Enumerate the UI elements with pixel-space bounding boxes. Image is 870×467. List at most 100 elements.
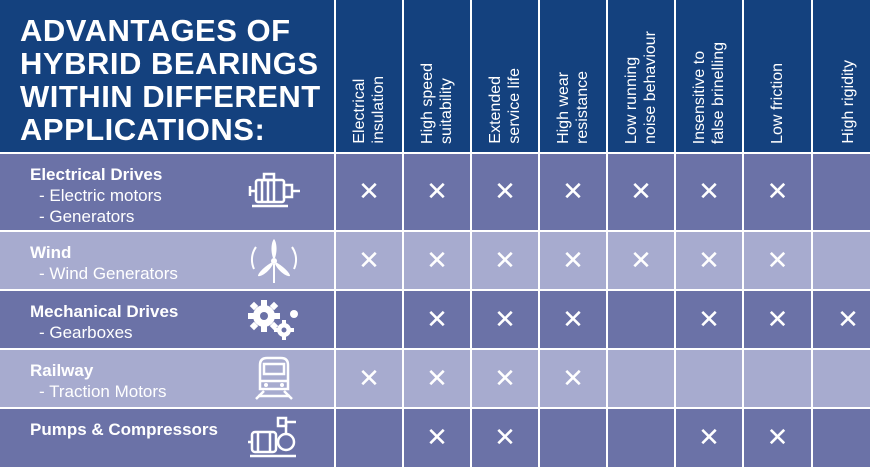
table-cell: ✕: [608, 232, 674, 289]
column-header-low-noise: Low running noise behaviour: [608, 0, 674, 152]
column-header-high-wear-resistance: High wear resistance: [540, 0, 606, 152]
column-header-electrical-insulation: Electrical insulation: [336, 0, 402, 152]
check-mark: ✕: [837, 304, 859, 335]
check-mark: ✕: [494, 423, 516, 453]
check-mark: ✕: [562, 363, 584, 394]
application-name: Railway: [30, 361, 94, 380]
application-sub: - Generators: [39, 207, 135, 226]
column-header-label: Insensitive to false brinelling: [691, 41, 727, 144]
table-cell: ✕: [404, 291, 470, 348]
check-mark: ✕: [698, 304, 720, 335]
table-cell: ✕: [472, 291, 538, 348]
application-sub: - Gearboxes: [39, 323, 133, 342]
check-mark: ✕: [630, 245, 652, 276]
table-cell: [813, 350, 870, 407]
application-name: Mechanical Drives: [30, 302, 179, 321]
column-header-low-friction: Low friction: [744, 0, 811, 152]
table-cell: [336, 291, 402, 348]
table-cell: ✕: [540, 350, 606, 407]
application-sub: - Traction Motors: [39, 382, 167, 401]
table-cell: ✕: [540, 154, 606, 230]
check-mark: ✕: [426, 177, 448, 207]
table-cell: ✕: [336, 232, 402, 289]
table-cell: ✕: [404, 350, 470, 407]
column-header-high-rigidity: High rigidity: [813, 0, 870, 152]
table-cell: [336, 409, 402, 467]
column-header-false-brinelling: Insensitive to false brinelling: [676, 0, 742, 152]
check-mark: ✕: [358, 245, 380, 276]
check-mark: ✕: [562, 304, 584, 335]
gears-icon: [248, 299, 298, 340]
column-header-label: Low running noise behaviour: [623, 31, 659, 144]
table-row-label: Mechanical Drives - Gearboxes: [0, 291, 334, 348]
table-cell: ✕: [744, 291, 811, 348]
table-cell: ✕: [472, 232, 538, 289]
column-header-label: High speed suitability: [419, 63, 455, 144]
table-cell: ✕: [404, 232, 470, 289]
column-header-label: Low friction: [769, 63, 786, 144]
check-mark: ✕: [766, 423, 789, 453]
table-cell: ✕: [540, 291, 606, 348]
table-cell: [676, 350, 742, 407]
table-cell: [608, 409, 674, 467]
check-mark: ✕: [358, 177, 380, 207]
table-cell: ✕: [676, 291, 742, 348]
table-cell: ✕: [676, 409, 742, 467]
table-cell: [744, 350, 811, 407]
check-mark: ✕: [494, 245, 516, 276]
table-cell: ✕: [676, 154, 742, 230]
check-mark: ✕: [426, 304, 448, 335]
wind-turbine-icon: [251, 238, 297, 283]
table-cell: [813, 154, 870, 230]
column-header-high-speed: High speed suitability: [404, 0, 470, 152]
check-mark: ✕: [562, 177, 584, 207]
table-cell: [608, 350, 674, 407]
check-mark: ✕: [426, 245, 448, 276]
check-mark: ✕: [766, 245, 789, 276]
train-icon: [255, 356, 293, 400]
table-cell: ✕: [608, 154, 674, 230]
table-cell: ✕: [336, 350, 402, 407]
table-cell: ✕: [676, 232, 742, 289]
check-mark: ✕: [766, 304, 789, 335]
table-cell: ✕: [472, 350, 538, 407]
column-header-label: High rigidity: [839, 60, 857, 144]
title-line: WITHIN DIFFERENT: [20, 79, 321, 114]
check-mark: ✕: [562, 245, 584, 276]
application-name: Electrical Drives: [30, 165, 163, 184]
column-header-label: Extended service life: [487, 68, 523, 144]
pump-icon: [248, 416, 296, 458]
check-mark: ✕: [766, 177, 789, 207]
application-name: Wind: [30, 243, 72, 262]
check-mark: ✕: [494, 363, 516, 394]
application-sub: - Wind Generators: [39, 264, 178, 283]
column-header-extended-service-life: Extended service life: [472, 0, 538, 152]
table-cell: ✕: [744, 232, 811, 289]
title-line: APPLICATIONS:: [20, 112, 266, 147]
table-row-label: Pumps & Compressors: [0, 409, 334, 467]
check-mark: ✕: [698, 423, 720, 453]
table-cell: [813, 232, 870, 289]
check-mark: ✕: [630, 177, 652, 207]
table-cell: ✕: [744, 154, 811, 230]
column-header-label: Electrical insulation: [351, 76, 387, 144]
check-mark: ✕: [426, 423, 448, 453]
column-header-label: High wear resistance: [555, 71, 591, 144]
table-row-label: Wind - Wind Generators: [0, 232, 334, 289]
application-sub: - Electric motors: [39, 186, 162, 205]
title-line: ADVANTAGES OF: [20, 13, 291, 48]
table-cell: ✕: [744, 409, 811, 467]
check-mark: ✕: [698, 177, 720, 207]
table-cell: [608, 291, 674, 348]
table-cell: ✕: [404, 154, 470, 230]
application-name: Pumps & Compressors: [30, 420, 218, 439]
table-cell: ✕: [813, 291, 870, 348]
table-cell: ✕: [404, 409, 470, 467]
check-mark: ✕: [698, 245, 720, 276]
table-cell: ✕: [540, 232, 606, 289]
table-cell: ✕: [472, 409, 538, 467]
check-mark: ✕: [358, 363, 380, 394]
check-mark: ✕: [426, 363, 448, 394]
table-cell: ✕: [336, 154, 402, 230]
